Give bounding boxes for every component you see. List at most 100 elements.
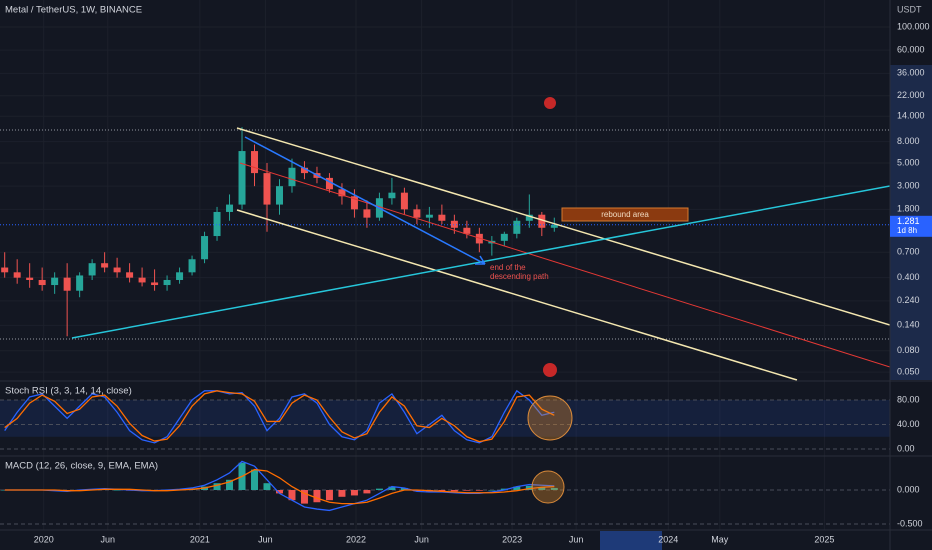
- candle-body: [201, 236, 209, 260]
- y-tick-label: 0.080: [897, 345, 920, 355]
- chart-title: Metal / TetherUS, 1W, BINANCE: [5, 5, 142, 16]
- y-tick-label: 36.000: [897, 68, 925, 78]
- candle-body: [63, 277, 71, 291]
- hist-bar: [500, 488, 508, 490]
- candle-body: [101, 263, 109, 268]
- candle-body: [126, 272, 134, 278]
- y-tick-label: 0.050: [897, 366, 920, 376]
- hist-bar: [275, 489, 283, 494]
- hist-bar: [350, 489, 358, 496]
- candle-body: [251, 151, 259, 174]
- hist-bar: [413, 489, 421, 492]
- price-tag: [890, 215, 932, 237]
- hist-bar: [226, 479, 234, 490]
- y-tick-label: 3.000: [897, 181, 920, 191]
- y-tick-label: 100.000: [897, 21, 930, 31]
- candle-body: [513, 220, 521, 234]
- candle-body: [388, 192, 396, 199]
- y-tick-label: 5.000: [897, 157, 920, 167]
- y-tick-label: 0.700: [897, 247, 920, 257]
- x-tick-label: 2025: [814, 534, 834, 544]
- candle-body: [176, 272, 184, 280]
- y-tick-label: 0.400: [897, 272, 920, 282]
- arrow-line: [244, 136, 486, 265]
- hist-bar: [263, 483, 271, 490]
- marks: [0, 127, 890, 512]
- x-tick-label: 2022: [346, 534, 366, 544]
- candle-body: [275, 186, 283, 205]
- hist-bar: [288, 489, 296, 501]
- unit-label: USDT: [897, 4, 922, 14]
- y-tick-label: 0.000: [897, 484, 920, 494]
- hist-bar: [438, 489, 446, 492]
- hist-bar: [450, 489, 458, 492]
- y-tick-label: 60.000: [897, 45, 925, 55]
- candle-body: [325, 177, 333, 190]
- candle-body: [226, 204, 234, 212]
- hist-bar: [525, 485, 533, 490]
- candle-body: [350, 196, 358, 210]
- candle-body: [300, 167, 308, 174]
- candle-body: [163, 279, 171, 286]
- y-tick-label: 8.000: [897, 136, 920, 146]
- y-tick-label: 0.00: [897, 443, 915, 453]
- y-tick-label: 40.00: [897, 419, 920, 429]
- candle-body: [538, 214, 546, 228]
- hist-bar: [338, 489, 346, 497]
- countdown-label: 1d 8h: [897, 226, 917, 235]
- x-tick-label: Jun: [569, 534, 584, 544]
- hist-bar: [251, 469, 259, 490]
- candle-body: [88, 263, 96, 276]
- hist-bar: [313, 489, 321, 503]
- candle-body: [525, 214, 533, 221]
- series-line: [4, 460, 555, 512]
- candle-body: [238, 151, 246, 205]
- mid-line: [239, 162, 891, 368]
- x-tick-label: Jun: [414, 534, 429, 544]
- hist-bar: [375, 488, 383, 490]
- candle-body: [13, 272, 21, 278]
- candle-body: [425, 214, 433, 218]
- hist-bar: [325, 489, 333, 501]
- candle-body: [151, 282, 159, 286]
- rebound-box: [561, 207, 689, 222]
- hist-bar: [550, 487, 558, 490]
- series-line: [4, 468, 555, 505]
- hist-bar: [475, 489, 483, 491]
- x-tick-label: May: [711, 534, 729, 544]
- hist-bar: [113, 489, 121, 491]
- indicator-title: MACD (12, 26, close, 9, EMA, EMA): [5, 461, 158, 472]
- y-tick-label: -0.500: [897, 518, 923, 528]
- channel-line: [236, 127, 891, 326]
- candle-body: [450, 220, 458, 228]
- candle-body: [263, 173, 271, 205]
- y-tick-label: 0.140: [897, 320, 920, 330]
- candle-body: [51, 277, 59, 286]
- hist-bar: [300, 489, 308, 504]
- candle-body: [438, 214, 446, 221]
- x-tick-label: Jun: [258, 534, 273, 544]
- candle-body: [550, 224, 558, 228]
- indicator-title: Stoch RSI (3, 3, 14, 14, close): [5, 386, 132, 397]
- event-icon: [544, 97, 556, 109]
- hist-bar: [513, 486, 521, 490]
- arrow-label: end of the: [490, 263, 526, 272]
- candle-body: [363, 209, 371, 218]
- hist-bar: [363, 489, 371, 494]
- highlight-circle: [527, 395, 573, 441]
- x-tick-label: 2020: [34, 534, 54, 544]
- hist-bar: [400, 487, 408, 490]
- y-tick-label: 1.800: [897, 204, 920, 214]
- channel-line: [236, 209, 798, 381]
- x-tick-label: 2023: [502, 534, 522, 544]
- series-line: [4, 389, 555, 444]
- candle-body: [38, 279, 46, 286]
- candle-body: [413, 209, 421, 218]
- y-tick-label: 80.00: [897, 394, 920, 404]
- candle-body: [288, 167, 296, 187]
- arrow-label: descending path: [490, 272, 549, 281]
- event-icon: [543, 363, 557, 377]
- drawings: [71, 97, 891, 504]
